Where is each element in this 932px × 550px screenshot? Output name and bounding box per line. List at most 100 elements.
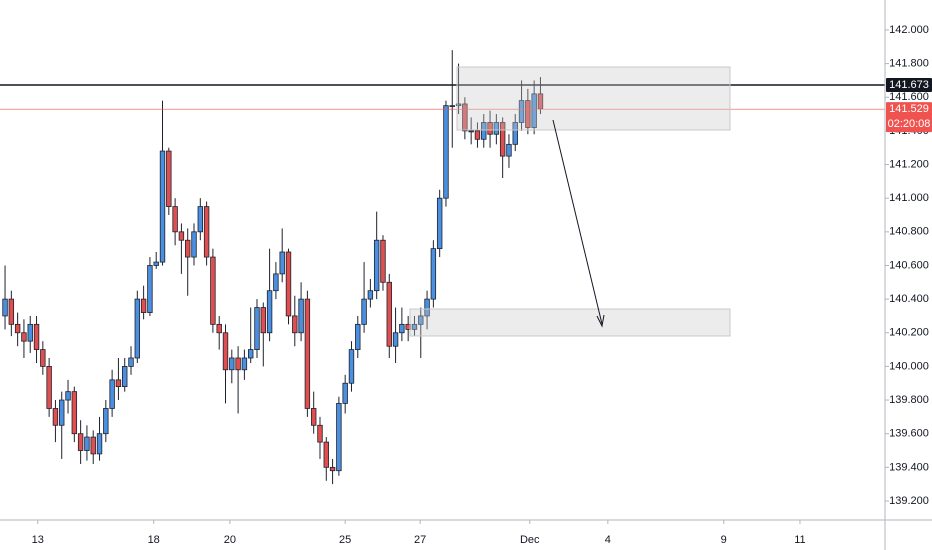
candle-body	[109, 379, 115, 409]
candle-body	[191, 231, 197, 258]
x-tick-label: 25	[339, 534, 351, 546]
candle-body	[386, 281, 392, 347]
candle-body	[159, 150, 166, 263]
candle-body	[399, 323, 405, 334]
candle-body	[373, 239, 380, 292]
candle-body	[203, 206, 210, 258]
candle-body	[235, 357, 241, 371]
candle-body	[499, 122, 506, 157]
candle-body	[140, 298, 147, 313]
candle-body	[455, 103, 462, 107]
y-tick-label: 140.200	[889, 327, 929, 339]
x-tick-label: 27	[414, 534, 426, 546]
candle-body	[531, 93, 537, 128]
candle-body	[172, 206, 178, 233]
candle-body	[96, 433, 103, 455]
x-tick-label: 13	[32, 534, 44, 546]
candle-body	[279, 251, 285, 275]
candle-body	[197, 206, 204, 233]
x-tick-label: 11	[794, 534, 805, 546]
candle-body	[468, 130, 474, 133]
x-tick-label: Dec	[520, 534, 540, 546]
candle-body	[430, 248, 437, 300]
candle-body	[71, 391, 78, 435]
candle-body	[411, 323, 418, 330]
candle-body	[241, 357, 248, 371]
x-tick-label: 20	[224, 534, 236, 546]
candle-body	[166, 150, 172, 207]
candle-body	[518, 100, 525, 123]
axis-labels: 139.200 139.400 139.600 139.800 140.000 140.2…	[32, 24, 932, 546]
candle-body	[512, 122, 518, 145]
candle-body	[8, 298, 15, 325]
candle-body	[317, 424, 323, 443]
candle-body	[336, 403, 342, 472]
candle-body	[153, 261, 159, 266]
candle-body	[292, 315, 298, 334]
candle-body	[310, 408, 317, 426]
candle-body	[115, 379, 122, 387]
candle-body	[90, 436, 96, 455]
candle-body	[348, 349, 355, 384]
price-label: 141.673	[889, 79, 929, 91]
candle-body	[462, 103, 468, 132]
candle-body	[40, 349, 46, 367]
x-tick-label: 9	[721, 534, 727, 546]
candle-body	[134, 298, 141, 359]
candle-body	[266, 290, 273, 334]
candle-body	[329, 466, 336, 472]
y-tick-label: 139.400	[889, 461, 929, 473]
candle-body	[355, 323, 361, 350]
candle-body	[424, 298, 430, 317]
arrow-shaft	[552, 119, 603, 325]
candle-body	[52, 408, 59, 426]
arrow-head	[596, 314, 605, 328]
candle-body	[323, 441, 329, 468]
candle-body	[103, 408, 109, 435]
y-tick-label: 140.000	[889, 360, 929, 372]
candle-body	[487, 122, 493, 135]
y-tick-label: 142.000	[889, 24, 929, 36]
supply-zone	[456, 66, 731, 131]
x-tick-label: 18	[148, 534, 160, 546]
candle-body	[178, 231, 185, 241]
candle-body	[418, 315, 424, 325]
price-label: 141.529	[889, 103, 929, 115]
candle-body	[210, 256, 216, 325]
y-tick-label: 141.200	[889, 158, 929, 170]
candle-body	[436, 197, 443, 250]
plot-area	[0, 50, 885, 485]
candle-body	[273, 273, 279, 292]
candle-body	[392, 332, 399, 347]
candle-body	[229, 357, 235, 371]
price-label-box	[886, 77, 932, 92]
candle-body	[443, 105, 449, 199]
x-tick-label: 4	[605, 534, 611, 546]
candle-body	[185, 239, 191, 258]
candle-body	[247, 349, 254, 359]
y-tick-label: 139.800	[889, 394, 929, 406]
candle-body	[84, 436, 90, 451]
candle-body	[2, 298, 8, 317]
y-tick-label: 140.600	[889, 259, 929, 271]
candle-body	[77, 433, 84, 451]
candle-body	[65, 391, 71, 401]
candle-body	[128, 357, 134, 367]
y-tick-label: 139.200	[889, 495, 929, 507]
candle-body	[59, 399, 65, 426]
candle-body	[493, 122, 500, 135]
candle-body	[298, 298, 304, 334]
candle-body	[33, 323, 40, 350]
candle-body	[474, 130, 481, 140]
y-tick-label: 140.800	[889, 226, 929, 238]
candle-body	[122, 366, 128, 387]
candle-body	[342, 382, 348, 404]
candle-body	[361, 298, 367, 325]
demand-zone	[409, 308, 731, 337]
candle-body	[216, 323, 222, 334]
candle-body	[449, 105, 455, 108]
y-tick-label: 141.000	[889, 192, 929, 204]
candle-body	[380, 239, 386, 283]
